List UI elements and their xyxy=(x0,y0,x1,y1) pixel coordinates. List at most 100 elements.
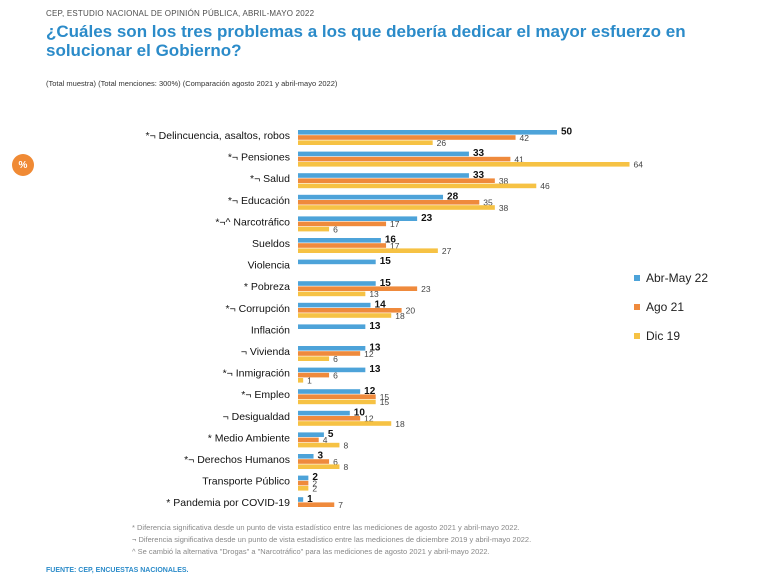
data-label: 12 xyxy=(364,414,374,424)
bar-ago-21 xyxy=(298,243,387,248)
bar-ago-21 xyxy=(298,286,418,291)
bar-abr-may-22 xyxy=(298,216,418,221)
legend-swatch xyxy=(634,274,640,281)
data-label: 15 xyxy=(380,392,390,402)
legend-swatch xyxy=(634,332,640,339)
legend-swatch xyxy=(634,303,640,310)
data-label: 12 xyxy=(364,349,374,359)
data-label: 23 xyxy=(421,284,431,294)
data-label: 13 xyxy=(369,321,381,332)
data-label: 1 xyxy=(307,494,313,505)
report-header: CEP, ESTUDIO NACIONAL DE OPINIÓN PÚBLICA… xyxy=(46,9,315,18)
category-label: Violencia xyxy=(248,260,291,272)
bar-dic-19 xyxy=(298,442,340,448)
chart-subtitle: (Total muestra) (Total menciones: 300%) … xyxy=(46,79,338,88)
data-label: 23 xyxy=(421,213,433,224)
legend-label: Dic 19 xyxy=(646,328,681,343)
bar-ago-21 xyxy=(298,351,361,356)
category-label: *¬ Salud xyxy=(250,173,290,185)
category-label: *¬ Corrupción xyxy=(226,303,291,315)
bar-abr-may-22 xyxy=(298,259,376,265)
bar-dic-19 xyxy=(298,248,438,253)
footnotes: * Diferencia significativa desde un punt… xyxy=(132,522,531,558)
data-label: 2 xyxy=(312,484,317,494)
bar-abr-may-22 xyxy=(298,497,304,502)
category-label: *¬ Derechos Humanos xyxy=(184,454,290,466)
data-label: 2 xyxy=(312,478,317,488)
data-label: 38 xyxy=(499,203,509,213)
category-label: *¬ Inmigración xyxy=(223,368,291,380)
bar-dic-19 xyxy=(298,183,537,189)
legend-item: Dic 19 xyxy=(634,321,708,350)
bar-dic-19 xyxy=(298,205,495,210)
bar-dic-19 xyxy=(298,399,376,405)
category-label: ¬ Vivienda xyxy=(241,346,290,358)
bar-ago-21 xyxy=(298,135,516,140)
data-label: 20 xyxy=(406,306,416,316)
data-label: 10 xyxy=(354,407,366,418)
bar-abr-may-22 xyxy=(298,151,469,157)
bar-dic-19 xyxy=(298,291,366,297)
chart-legend: Abr-May 22 Ago 21 Dic 19 xyxy=(634,263,708,350)
footnote: * Diferencia significativa desde un punt… xyxy=(132,523,520,532)
data-label: 18 xyxy=(395,311,405,321)
data-label: 27 xyxy=(442,246,452,256)
bar-ago-21 xyxy=(298,502,335,507)
bar-abr-may-22 xyxy=(298,475,309,481)
data-label: 6 xyxy=(333,354,338,364)
bar-dic-19 xyxy=(298,162,630,167)
bar-abr-may-22 xyxy=(298,410,350,416)
data-label: 46 xyxy=(540,181,550,191)
data-label: 8 xyxy=(343,462,348,472)
data-label: 38 xyxy=(499,176,509,186)
data-label: 33 xyxy=(473,170,485,181)
footnote: ¬ Diferencia significativa desde un punt… xyxy=(132,535,532,544)
category-label: *¬ Educación xyxy=(228,195,290,207)
category-label: * Pandemia por COVID-19 xyxy=(166,497,290,509)
legend-label: Abr-May 22 xyxy=(646,270,709,285)
bar-ago-21 xyxy=(298,372,330,378)
bar-abr-may-22 xyxy=(298,367,366,373)
bar-ago-21 xyxy=(298,480,309,486)
data-label: 17 xyxy=(390,241,400,251)
legend-item: Ago 21 xyxy=(634,292,708,321)
legend-label: Ago 21 xyxy=(646,299,685,314)
data-label: 13 xyxy=(369,364,381,375)
bar-dic-19 xyxy=(298,313,392,318)
category-label: * Pobreza xyxy=(244,281,290,293)
data-label: 5 xyxy=(328,429,334,440)
bar-dic-19 xyxy=(298,378,304,383)
bar-abr-may-22 xyxy=(298,389,361,394)
category-label: * Medio Ambiente xyxy=(208,432,290,444)
data-label: 13 xyxy=(369,343,381,354)
bar-abr-may-22 xyxy=(298,302,371,308)
data-label: 15 xyxy=(380,397,390,407)
data-label: 41 xyxy=(514,154,524,164)
bar-dic-19 xyxy=(298,356,330,361)
data-label: 28 xyxy=(447,191,459,202)
bar-abr-may-22 xyxy=(298,173,469,178)
source-note: FUENTE: CEP, ENCUESTAS NACIONALES. xyxy=(46,567,189,574)
bar-abr-may-22 xyxy=(298,194,444,200)
bar-ago-21 xyxy=(298,437,319,443)
bar-ago-21 xyxy=(298,156,511,162)
data-label: 14 xyxy=(375,299,387,310)
category-label: ¬ Desigualdad xyxy=(223,411,291,423)
bar-ago-21 xyxy=(298,459,330,464)
bar-abr-may-22 xyxy=(298,130,557,135)
legend-item: Abr-May 22 xyxy=(634,263,708,292)
bar-dic-19 xyxy=(298,464,340,469)
bar-ago-21 xyxy=(298,200,480,205)
bar-dic-19 xyxy=(298,226,330,232)
data-label: 18 xyxy=(395,419,405,429)
bar-abr-may-22 xyxy=(298,324,366,329)
data-label: 8 xyxy=(343,440,348,450)
category-label: *¬^ Narcotráfico xyxy=(215,216,290,228)
category-label: *¬ Pensiones xyxy=(228,152,290,164)
bar-dic-19 xyxy=(298,140,433,145)
bar-abr-may-22 xyxy=(298,281,376,286)
bar-ago-21 xyxy=(298,308,402,313)
data-label: 50 xyxy=(561,127,573,138)
data-label: 26 xyxy=(437,138,447,148)
bar-ago-21 xyxy=(298,416,361,421)
